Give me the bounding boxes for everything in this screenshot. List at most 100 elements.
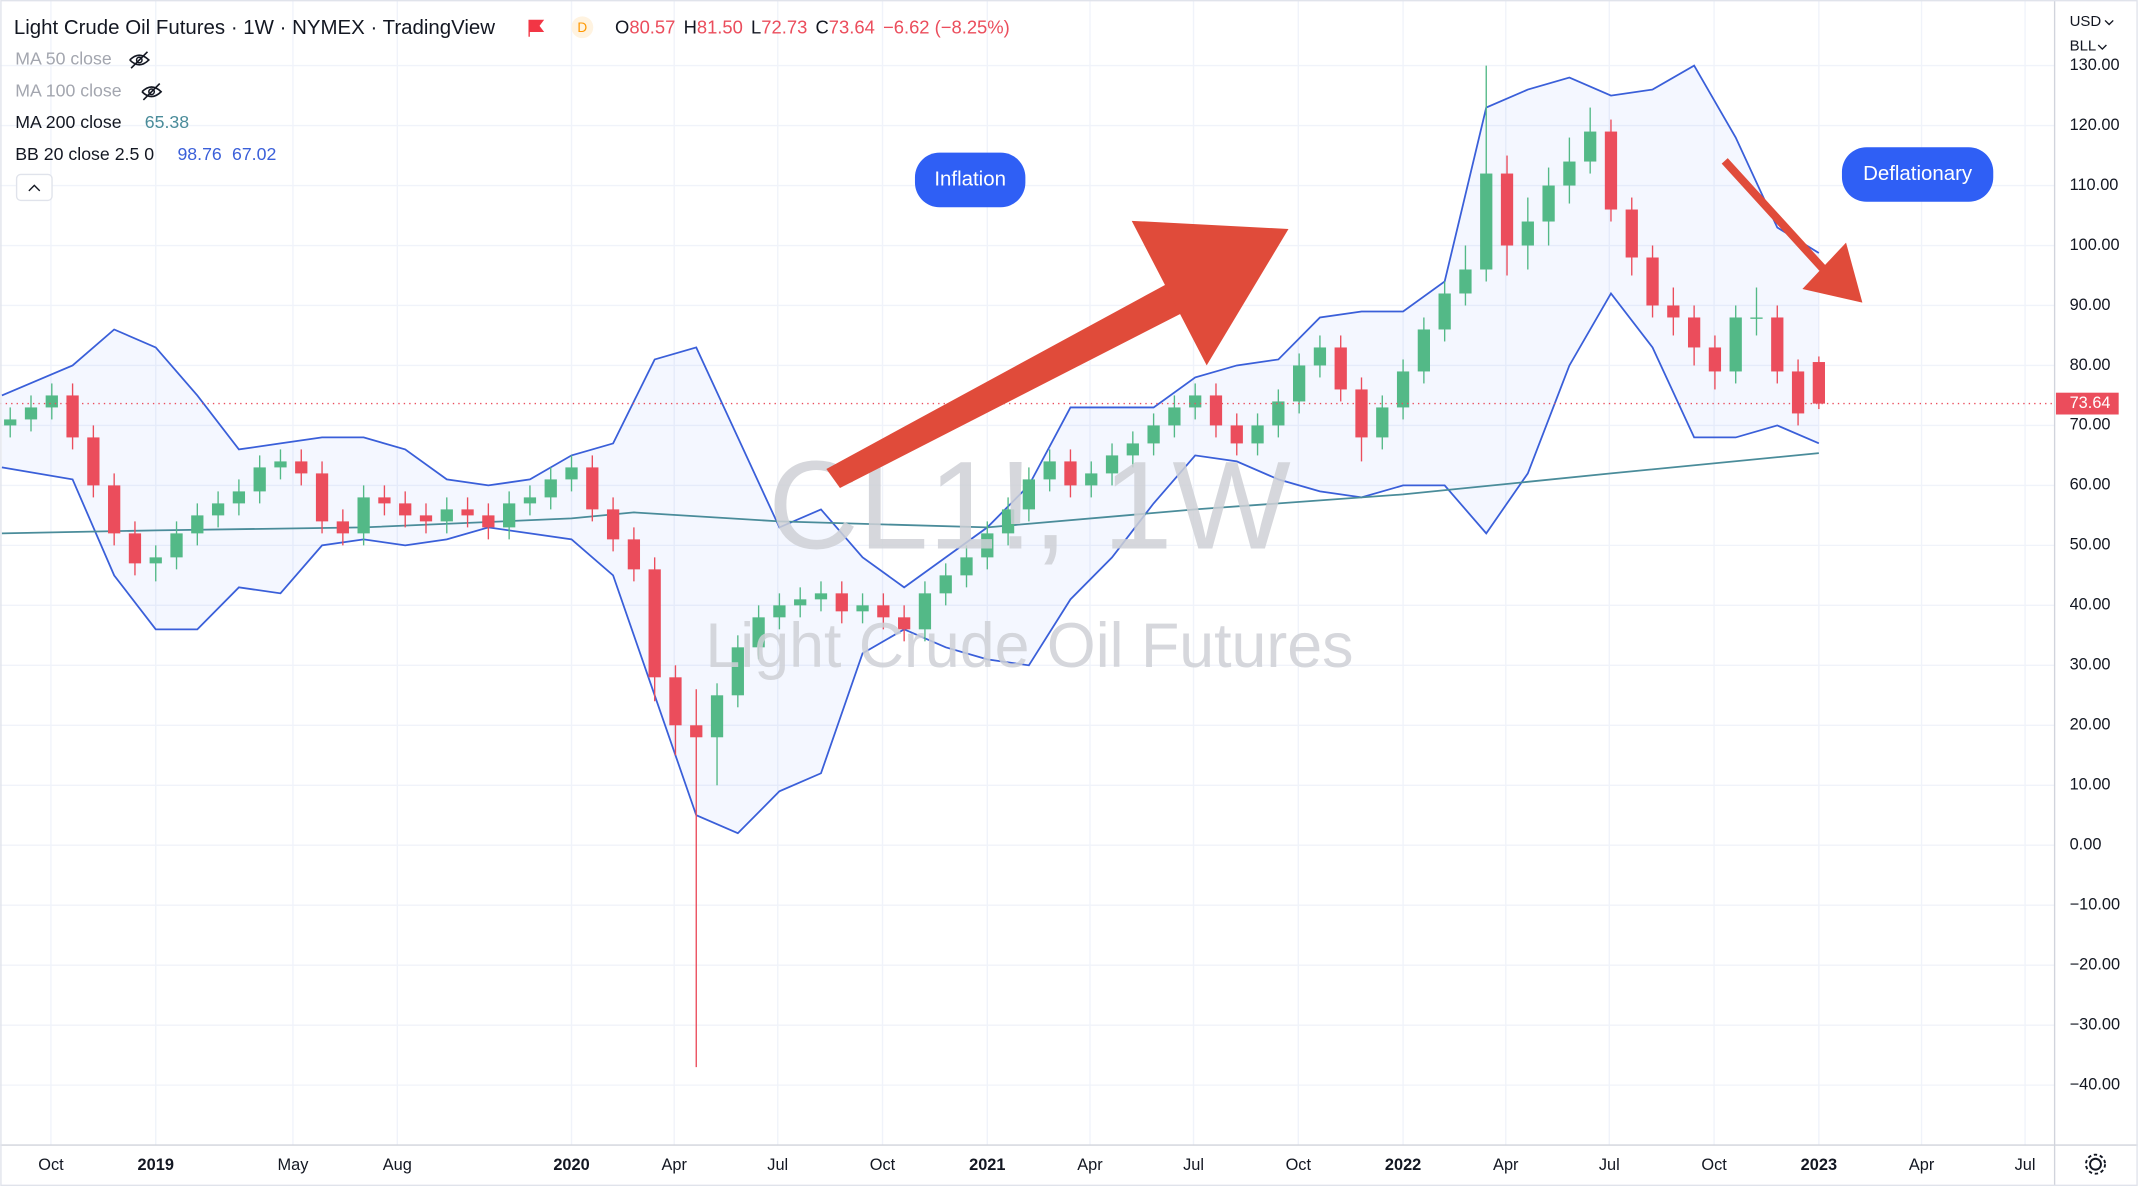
last-price-label: 73.64 xyxy=(2070,394,2111,412)
y-tick-label: −30.00 xyxy=(2070,1015,2120,1033)
candle-body xyxy=(482,515,495,528)
candle-body xyxy=(66,395,79,438)
candle-body xyxy=(898,617,911,630)
candle-body xyxy=(1729,317,1742,372)
inflation-arrow-head xyxy=(1131,220,1289,366)
currency-unit[interactable]: USD xyxy=(2070,13,2102,30)
flag-icon[interactable] xyxy=(528,19,545,37)
inflation-bubble xyxy=(914,152,1026,208)
y-tick-label: −10.00 xyxy=(2070,896,2120,914)
candle-body xyxy=(627,539,641,570)
legend-entry[interactable]: MA 200 close xyxy=(15,112,122,132)
candle-body xyxy=(981,533,994,558)
candle-body xyxy=(648,569,661,678)
candle-body xyxy=(1584,131,1597,162)
ohlc-change: −6.62 (−8.25%) xyxy=(883,16,1010,37)
candle-body xyxy=(378,497,391,504)
band-fill xyxy=(1,65,1819,834)
legend-entry[interactable]: MA 50 close xyxy=(15,49,112,69)
collapse-button[interactable] xyxy=(15,173,53,202)
candle-body xyxy=(503,503,516,528)
candle-body xyxy=(274,461,287,468)
candle-body xyxy=(1189,395,1202,408)
legend-value: 65.38 xyxy=(145,112,189,132)
y-tick-label: 40.00 xyxy=(2070,596,2111,614)
x-tick-label: Oct xyxy=(870,1156,896,1174)
x-tick-label: Aug xyxy=(383,1156,412,1174)
candle-body xyxy=(606,509,620,540)
eye-pupil xyxy=(148,88,156,96)
candle-body xyxy=(1480,173,1493,270)
candle-body xyxy=(170,533,183,558)
gear-teeth xyxy=(2085,1153,2107,1175)
candle-body xyxy=(336,521,349,534)
y-tick-label: 100.00 xyxy=(2070,236,2120,254)
x-tick-label: Oct xyxy=(1286,1156,1312,1174)
candle-body xyxy=(1272,401,1285,426)
x-tick-label: Jul xyxy=(1599,1156,1620,1174)
candle-body xyxy=(690,725,703,738)
ohlc-value: 73.64 xyxy=(829,16,875,37)
y-tick-label: 90.00 xyxy=(2070,296,2111,314)
candle-body xyxy=(1355,389,1368,438)
candle-body xyxy=(794,599,807,606)
candle-body xyxy=(253,467,266,492)
candle-body xyxy=(1459,269,1472,294)
x-tick-label: 2022 xyxy=(1385,1156,1421,1174)
candle-body xyxy=(1521,221,1534,246)
candle-body xyxy=(1105,455,1119,474)
quantity-unit[interactable]: BLL xyxy=(2070,37,2097,54)
x-tick-label: Apr xyxy=(661,1156,687,1174)
deflationary-label: Deflationary xyxy=(1863,162,1973,185)
ohlc-readout: O80.57 H81.50 L72.73 C73.64 −6.62 (−8.25%) xyxy=(615,16,1010,37)
hidden-eye-icon[interactable] xyxy=(129,51,150,69)
bb-upper xyxy=(1,64,1820,589)
candle-body xyxy=(1251,425,1264,444)
candle-body xyxy=(87,437,100,486)
candle-body xyxy=(1230,425,1243,444)
candle-body xyxy=(731,647,744,696)
candles xyxy=(0,65,2055,1068)
x-tick-label: Apr xyxy=(1493,1156,1519,1174)
candle-body xyxy=(399,503,412,516)
x-tick-label: 2020 xyxy=(553,1156,589,1174)
candle-body xyxy=(1209,395,1223,426)
hidden-eye-icon[interactable] xyxy=(141,82,163,101)
ohlc-key: L xyxy=(751,16,761,37)
last-price-tag xyxy=(2055,392,2119,415)
y-tick-label: −40.00 xyxy=(2070,1075,2120,1093)
candle-body xyxy=(960,557,973,576)
candle-body xyxy=(1064,461,1077,486)
candle-body xyxy=(149,557,162,564)
eye-pupil xyxy=(135,56,143,64)
candle-body xyxy=(357,497,370,534)
x-tick-label: Apr xyxy=(1909,1156,1935,1174)
legend-entry[interactable]: MA 100 close xyxy=(15,80,122,100)
candle-body xyxy=(128,533,142,564)
y-tick-label: 130.00 xyxy=(2070,56,2120,74)
deflationary-bubble xyxy=(1841,147,1994,202)
legend-entry[interactable]: BB 20 close 2.5 0 xyxy=(15,144,154,164)
x-tick-label: 2023 xyxy=(1801,1156,1837,1174)
x-tick-label: Apr xyxy=(1077,1156,1103,1174)
ma-200 xyxy=(1,452,1819,535)
legend-value: 98.76 xyxy=(177,144,221,164)
candle-body xyxy=(1708,347,1722,372)
x-tick-label: 2019 xyxy=(138,1156,174,1174)
candle-body xyxy=(232,491,246,504)
settings-gear[interactable] xyxy=(2085,1153,2107,1175)
candle-body xyxy=(191,515,204,534)
candle-body xyxy=(1292,365,1306,402)
y-tick-label: 120.00 xyxy=(2070,116,2120,134)
candle-body xyxy=(1812,362,1825,404)
candle-body xyxy=(1313,347,1327,366)
candle-body xyxy=(939,575,952,594)
watermark-symbol: CL1!, 1W xyxy=(768,434,1291,575)
candle-body xyxy=(1147,425,1160,444)
candle-body xyxy=(211,503,225,516)
candle-body xyxy=(918,593,932,630)
